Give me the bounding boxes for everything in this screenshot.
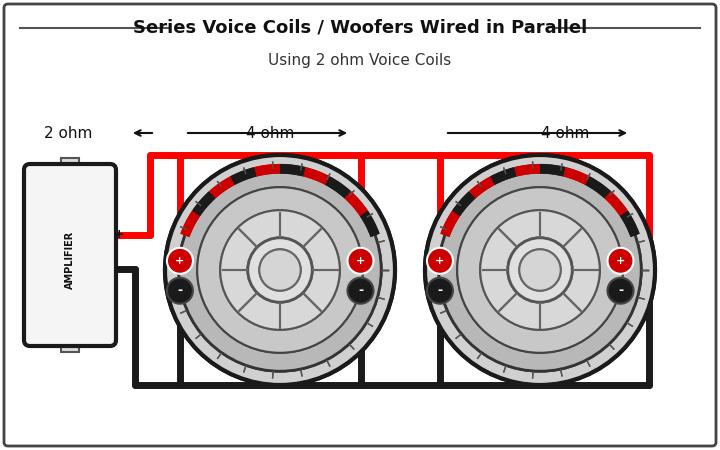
Text: +: + <box>616 256 625 266</box>
Circle shape <box>248 238 312 302</box>
Text: AMPLIFIER: AMPLIFIER <box>65 231 75 289</box>
FancyBboxPatch shape <box>61 158 79 170</box>
Circle shape <box>167 278 193 304</box>
Circle shape <box>508 238 572 302</box>
Text: -: - <box>618 284 623 297</box>
Circle shape <box>425 155 655 385</box>
Circle shape <box>427 248 453 274</box>
Text: Series Voice Coils / Woofers Wired in Parallel: Series Voice Coils / Woofers Wired in Pa… <box>133 19 587 37</box>
Text: 4 ohm: 4 ohm <box>541 126 589 140</box>
Text: +: + <box>436 256 444 266</box>
Circle shape <box>167 248 193 274</box>
FancyBboxPatch shape <box>4 4 716 446</box>
Circle shape <box>197 187 363 353</box>
Text: +: + <box>176 256 184 266</box>
Circle shape <box>457 187 623 353</box>
Circle shape <box>348 248 374 274</box>
Circle shape <box>457 187 623 353</box>
Circle shape <box>519 249 561 291</box>
Circle shape <box>179 169 381 371</box>
Circle shape <box>608 248 634 274</box>
Text: -: - <box>177 284 182 297</box>
Circle shape <box>480 210 600 330</box>
Text: -: - <box>437 284 443 297</box>
FancyBboxPatch shape <box>61 340 79 352</box>
Circle shape <box>248 238 312 302</box>
Text: -: - <box>114 262 119 275</box>
Circle shape <box>348 278 374 304</box>
Circle shape <box>165 155 395 385</box>
Circle shape <box>197 187 363 353</box>
Circle shape <box>608 278 634 304</box>
Circle shape <box>519 249 561 291</box>
Circle shape <box>480 210 600 330</box>
Circle shape <box>259 249 301 291</box>
Text: 2 ohm: 2 ohm <box>44 126 92 140</box>
Circle shape <box>438 169 642 371</box>
Text: Using 2 ohm Voice Coils: Using 2 ohm Voice Coils <box>269 53 451 68</box>
Text: -: - <box>358 284 363 297</box>
Circle shape <box>220 210 340 330</box>
Text: +: + <box>356 256 365 266</box>
Circle shape <box>425 155 655 385</box>
FancyBboxPatch shape <box>24 164 116 346</box>
Circle shape <box>438 169 642 371</box>
Text: 4 ohm: 4 ohm <box>246 126 294 140</box>
Circle shape <box>220 210 340 330</box>
Circle shape <box>259 249 301 291</box>
Circle shape <box>508 238 572 302</box>
Text: +: + <box>114 228 125 241</box>
Circle shape <box>165 155 395 385</box>
Circle shape <box>179 169 381 371</box>
Circle shape <box>427 278 453 304</box>
